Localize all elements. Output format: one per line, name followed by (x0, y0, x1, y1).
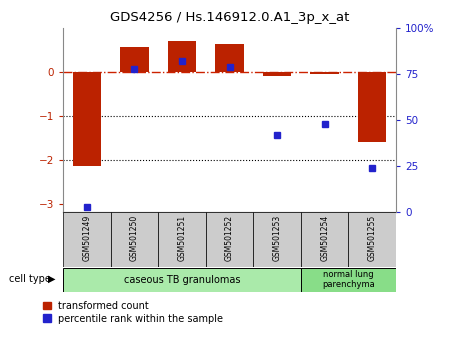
Text: GSM501253: GSM501253 (273, 215, 282, 261)
Bar (301, 268, 396, 292)
Text: GSM501251: GSM501251 (177, 215, 186, 261)
Text: GSM501249: GSM501249 (82, 215, 91, 261)
Bar (120, 47, 148, 72)
Bar (310, 72, 339, 74)
Bar (301, 212, 348, 267)
Text: caseous TB granulomas: caseous TB granulomas (124, 275, 240, 285)
Bar (158, 212, 206, 267)
Bar (253, 212, 301, 267)
Bar (111, 212, 158, 267)
Bar (206, 212, 253, 267)
Text: GSM501250: GSM501250 (130, 215, 139, 261)
Text: normal lung
parenchyma: normal lung parenchyma (322, 270, 375, 289)
Text: cell type: cell type (9, 274, 51, 284)
Text: GSM501252: GSM501252 (225, 215, 234, 261)
Text: GSM501254: GSM501254 (320, 215, 329, 261)
Bar (168, 41, 196, 72)
Bar (358, 72, 387, 142)
Bar (348, 212, 396, 267)
Bar (63, 212, 111, 267)
Legend: transformed count, percentile rank within the sample: transformed count, percentile rank withi… (41, 299, 225, 325)
Title: GDS4256 / Hs.146912.0.A1_3p_x_at: GDS4256 / Hs.146912.0.A1_3p_x_at (110, 11, 349, 24)
Text: ▶: ▶ (48, 274, 55, 284)
Text: GSM501255: GSM501255 (368, 215, 377, 261)
Bar (72, 72, 101, 166)
Bar (63, 268, 301, 292)
Bar (263, 72, 291, 76)
Bar (215, 44, 244, 72)
